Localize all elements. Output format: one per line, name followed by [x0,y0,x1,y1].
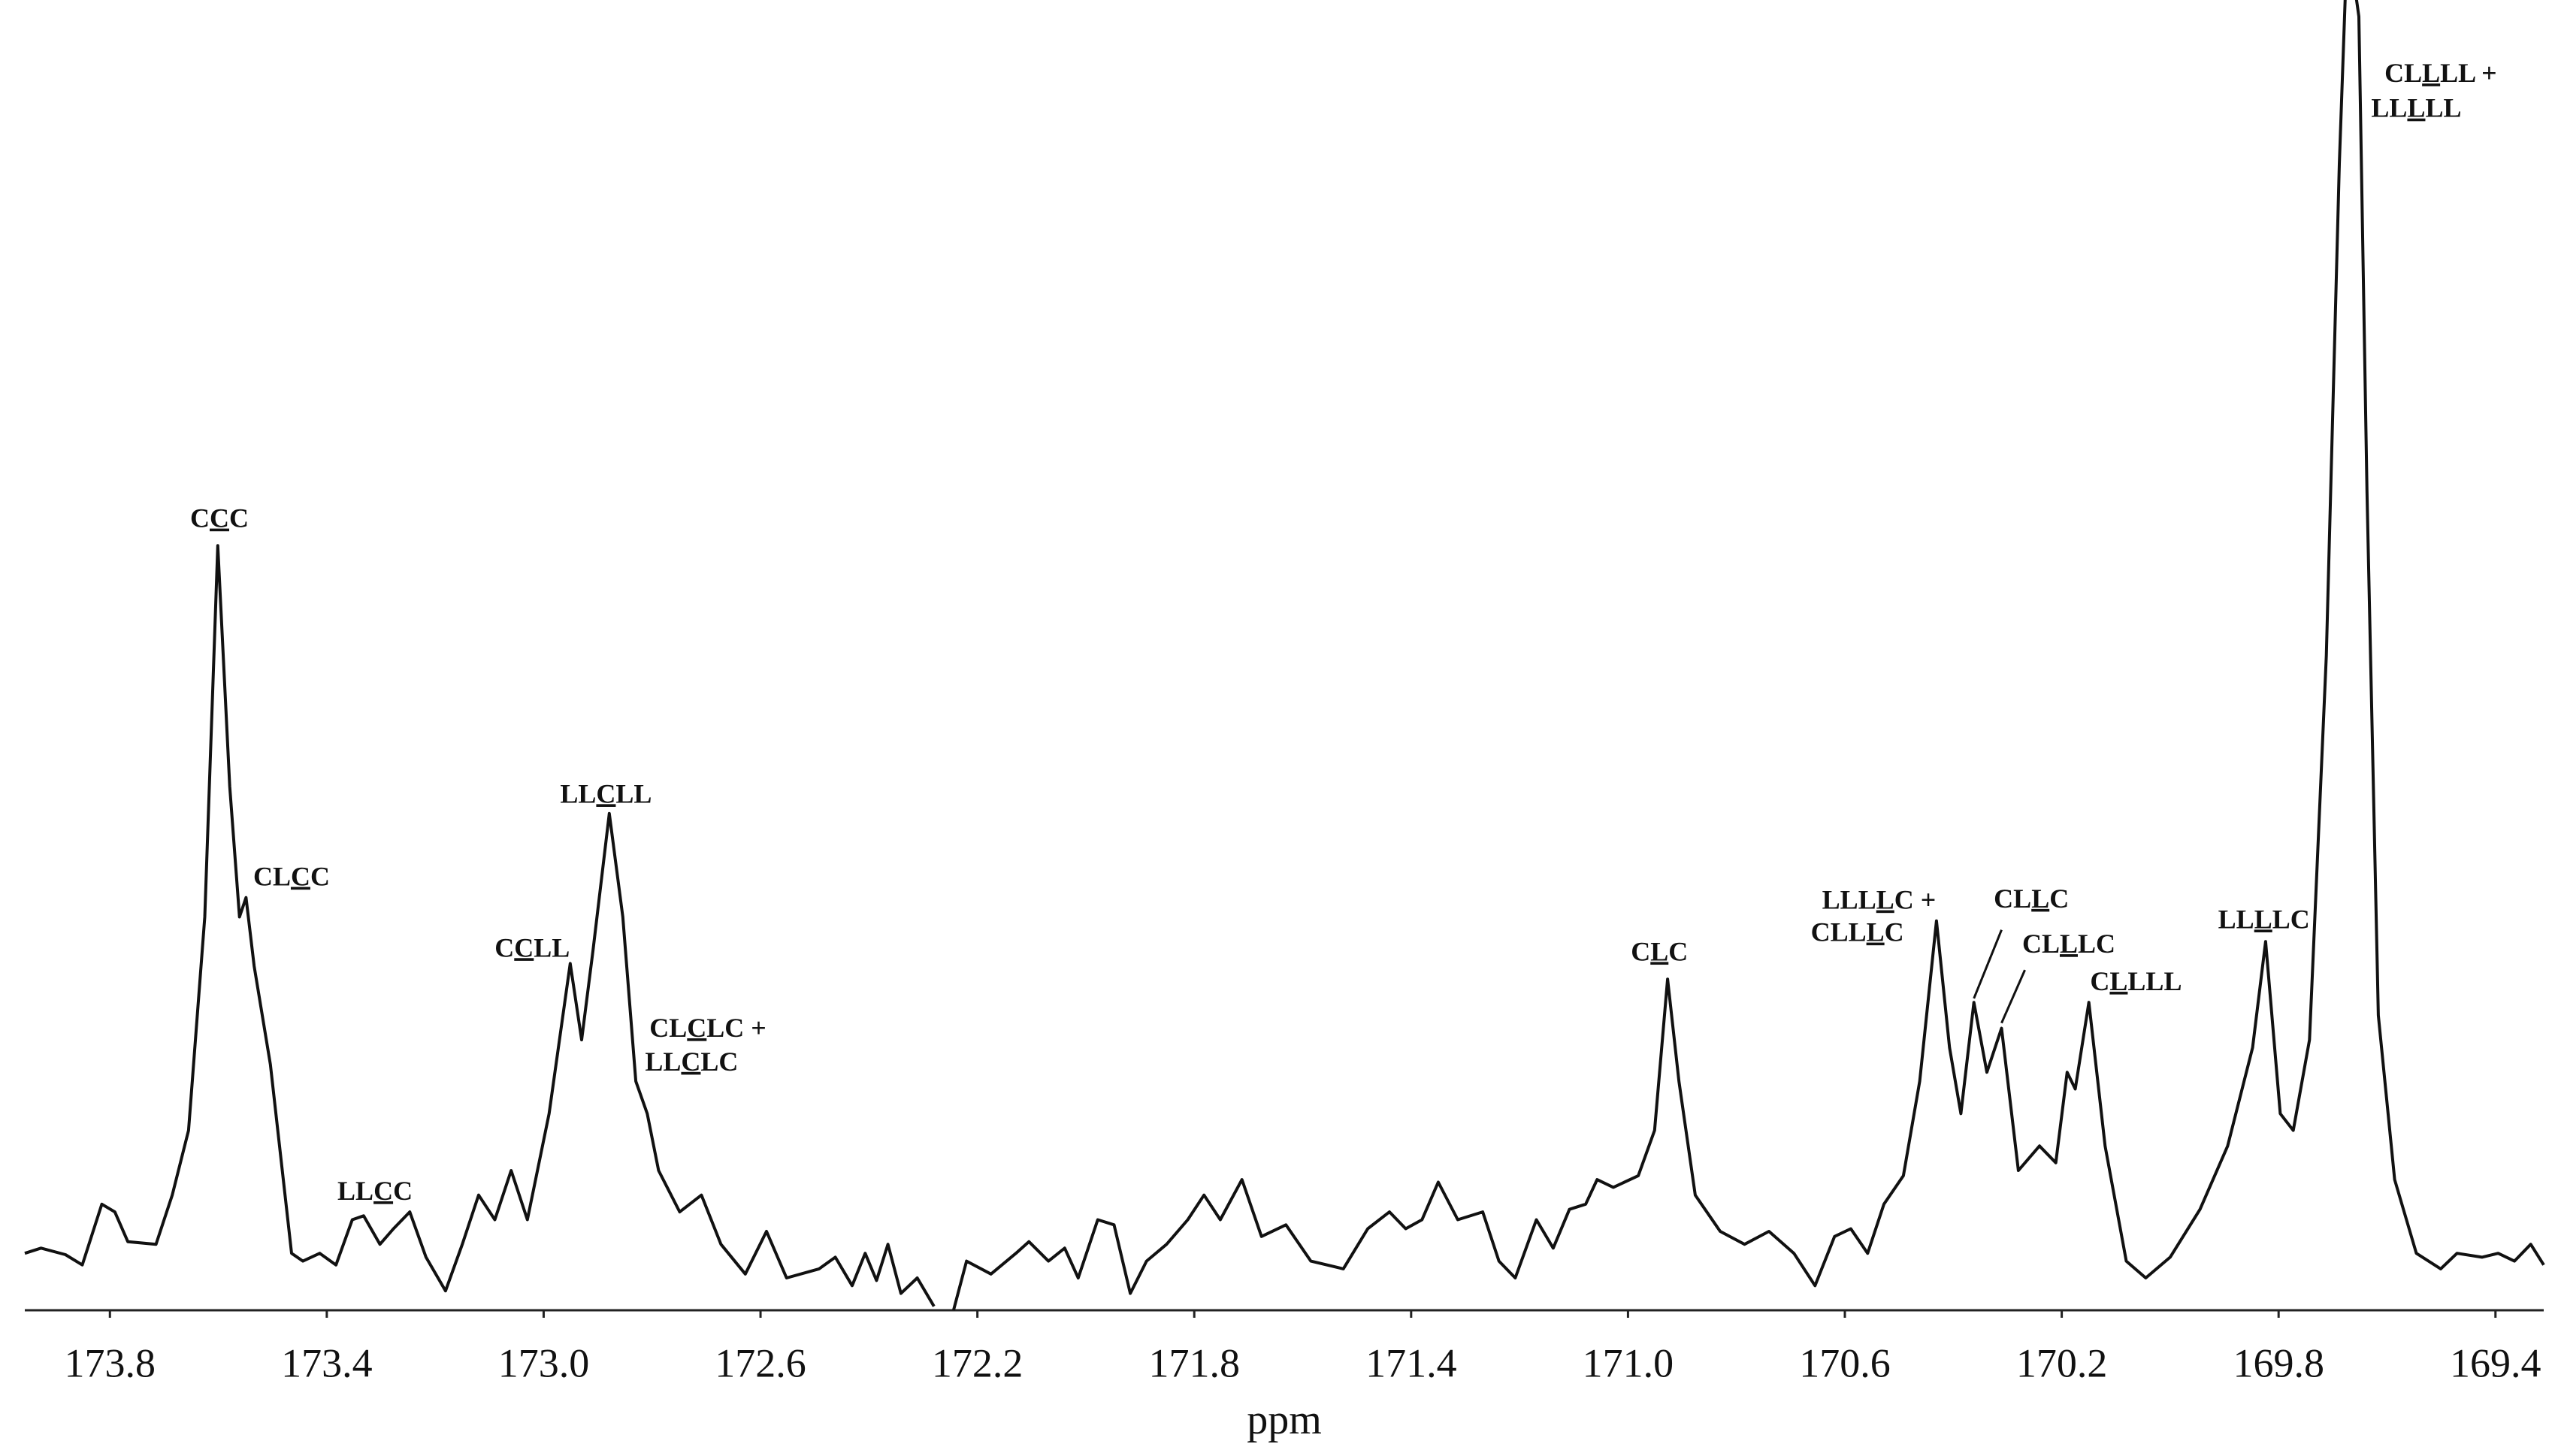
peak-label: CLLLL [2090,966,2182,996]
spectrum-line [24,0,2545,1311]
x-tick-label: 171.8 [1148,1340,1240,1385]
peak-label: CLLLC [2022,929,2115,959]
x-tick-label: 173.4 [281,1340,373,1385]
peak-label: CLCLC + [649,1013,766,1043]
x-tick-label: 172.2 [932,1340,1024,1385]
peak-label: CLC [1631,937,1688,967]
peak-label: LLLLC + [1822,885,1937,915]
leader-line [2000,969,2026,1024]
x-tick-label: 171.4 [1365,1340,1457,1385]
x-tick-label: 173.8 [65,1340,156,1385]
x-tick-label: 173.0 [498,1340,590,1385]
peak-label: CLLLL + [2384,58,2497,88]
x-tick-label: 170.2 [2016,1340,2108,1385]
x-tick-label: 169.8 [2233,1340,2324,1385]
peak-label: CLLLC [1811,917,1904,947]
peak-label: CCC [190,503,249,533]
peak-label: LLCC [337,1176,413,1206]
leader-line [1973,929,2003,999]
peak-label: LLCLC [645,1047,738,1077]
x-tick-label: 169.4 [2450,1340,2541,1385]
x-axis-label: ppm [1247,1397,1322,1443]
peak-label: CLLC [1994,884,2069,914]
peak-label: CLCC [253,862,330,892]
x-tick-label: 172.6 [715,1340,806,1385]
peak-label: LLLLL [2371,93,2461,123]
peak-label: LLLLC [2218,905,2310,935]
peak-label: LLCLL [560,779,652,809]
peak-label: CCLL [494,933,570,963]
x-tick-label: 171.0 [1583,1340,1674,1385]
x-tick-label: 170.6 [1799,1340,1891,1385]
